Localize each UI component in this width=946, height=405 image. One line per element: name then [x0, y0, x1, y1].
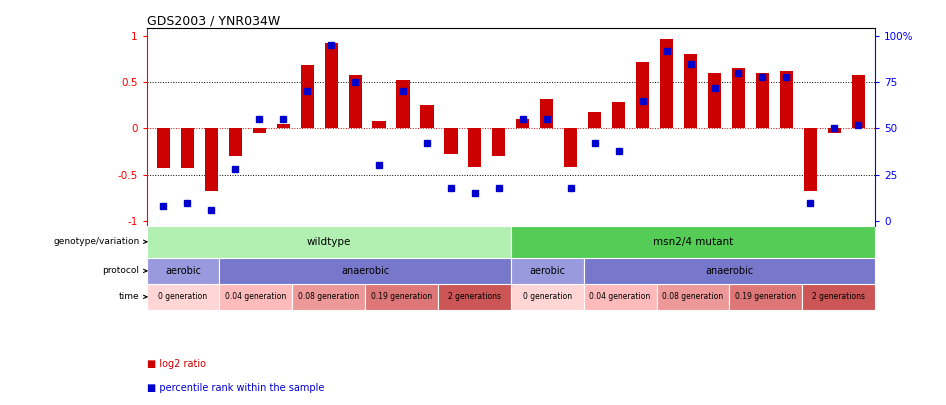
Bar — [348, 75, 361, 128]
Bar — [276, 124, 289, 128]
Bar — [147, 258, 219, 284]
Bar — [204, 128, 218, 192]
Text: 2 generations: 2 generations — [812, 292, 866, 301]
Bar — [420, 105, 433, 128]
Text: 0.19 generation: 0.19 generation — [735, 292, 797, 301]
Bar — [660, 38, 674, 128]
Bar — [468, 128, 482, 167]
Bar — [851, 75, 865, 128]
Bar — [657, 284, 729, 310]
Bar — [219, 258, 511, 284]
Bar — [517, 119, 530, 128]
Bar — [684, 54, 697, 128]
Bar — [438, 284, 511, 310]
Bar — [588, 112, 602, 128]
Bar — [301, 66, 314, 128]
Bar — [780, 71, 793, 128]
Bar — [147, 226, 511, 258]
Text: 0.04 generation: 0.04 generation — [225, 292, 287, 301]
Text: GDS2003 / YNR034W: GDS2003 / YNR034W — [147, 14, 280, 27]
Bar — [729, 284, 802, 310]
Bar — [396, 80, 410, 128]
Text: msn2/4 mutant: msn2/4 mutant — [653, 237, 733, 247]
Bar — [324, 43, 338, 128]
Bar — [636, 62, 649, 128]
Text: 0.08 generation: 0.08 generation — [662, 292, 724, 301]
Bar — [147, 284, 219, 310]
Bar — [756, 73, 769, 128]
Bar — [584, 258, 875, 284]
Text: 0 generation: 0 generation — [523, 292, 571, 301]
Text: aerobic: aerobic — [165, 266, 201, 276]
Bar — [365, 284, 438, 310]
Text: ■ log2 ratio: ■ log2 ratio — [147, 358, 205, 369]
Bar — [492, 128, 505, 156]
Bar — [511, 258, 584, 284]
Text: protocol: protocol — [102, 266, 139, 275]
Text: 2 generations: 2 generations — [447, 292, 501, 301]
Bar — [540, 99, 553, 128]
Bar — [802, 284, 875, 310]
Bar — [708, 73, 721, 128]
Text: time: time — [118, 292, 139, 301]
Text: wildtype: wildtype — [307, 237, 351, 247]
Bar — [564, 128, 577, 167]
Bar — [732, 68, 745, 128]
Text: aerobic: aerobic — [529, 266, 566, 276]
Text: 0.19 generation: 0.19 generation — [371, 292, 432, 301]
Bar — [229, 128, 242, 156]
Bar — [181, 128, 194, 168]
Text: ■ percentile rank within the sample: ■ percentile rank within the sample — [147, 383, 324, 393]
Bar — [373, 121, 386, 128]
Bar — [828, 128, 841, 133]
Text: anaerobic: anaerobic — [341, 266, 390, 276]
Bar — [511, 226, 875, 258]
Bar — [445, 128, 458, 154]
Text: 0.04 generation: 0.04 generation — [589, 292, 651, 301]
Bar — [511, 284, 584, 310]
Bar — [584, 284, 657, 310]
Text: genotype/variation: genotype/variation — [53, 237, 139, 246]
Bar — [612, 102, 625, 128]
Bar — [157, 128, 170, 168]
Text: anaerobic: anaerobic — [705, 266, 754, 276]
Text: 0.08 generation: 0.08 generation — [298, 292, 359, 301]
Bar — [219, 284, 292, 310]
Bar — [253, 128, 266, 133]
Bar — [292, 284, 365, 310]
Text: 0 generation: 0 generation — [159, 292, 207, 301]
Bar — [804, 128, 817, 192]
